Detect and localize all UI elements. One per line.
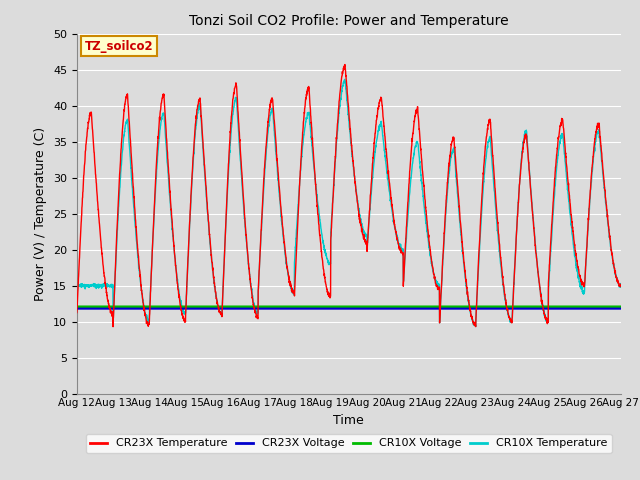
Y-axis label: Power (V) / Temperature (C): Power (V) / Temperature (C) <box>35 127 47 300</box>
Text: TZ_soilco2: TZ_soilco2 <box>85 40 154 53</box>
Title: Tonzi Soil CO2 Profile: Power and Temperature: Tonzi Soil CO2 Profile: Power and Temper… <box>189 14 509 28</box>
X-axis label: Time: Time <box>333 414 364 427</box>
Legend: CR23X Temperature, CR23X Voltage, CR10X Voltage, CR10X Temperature: CR23X Temperature, CR23X Voltage, CR10X … <box>86 434 612 453</box>
